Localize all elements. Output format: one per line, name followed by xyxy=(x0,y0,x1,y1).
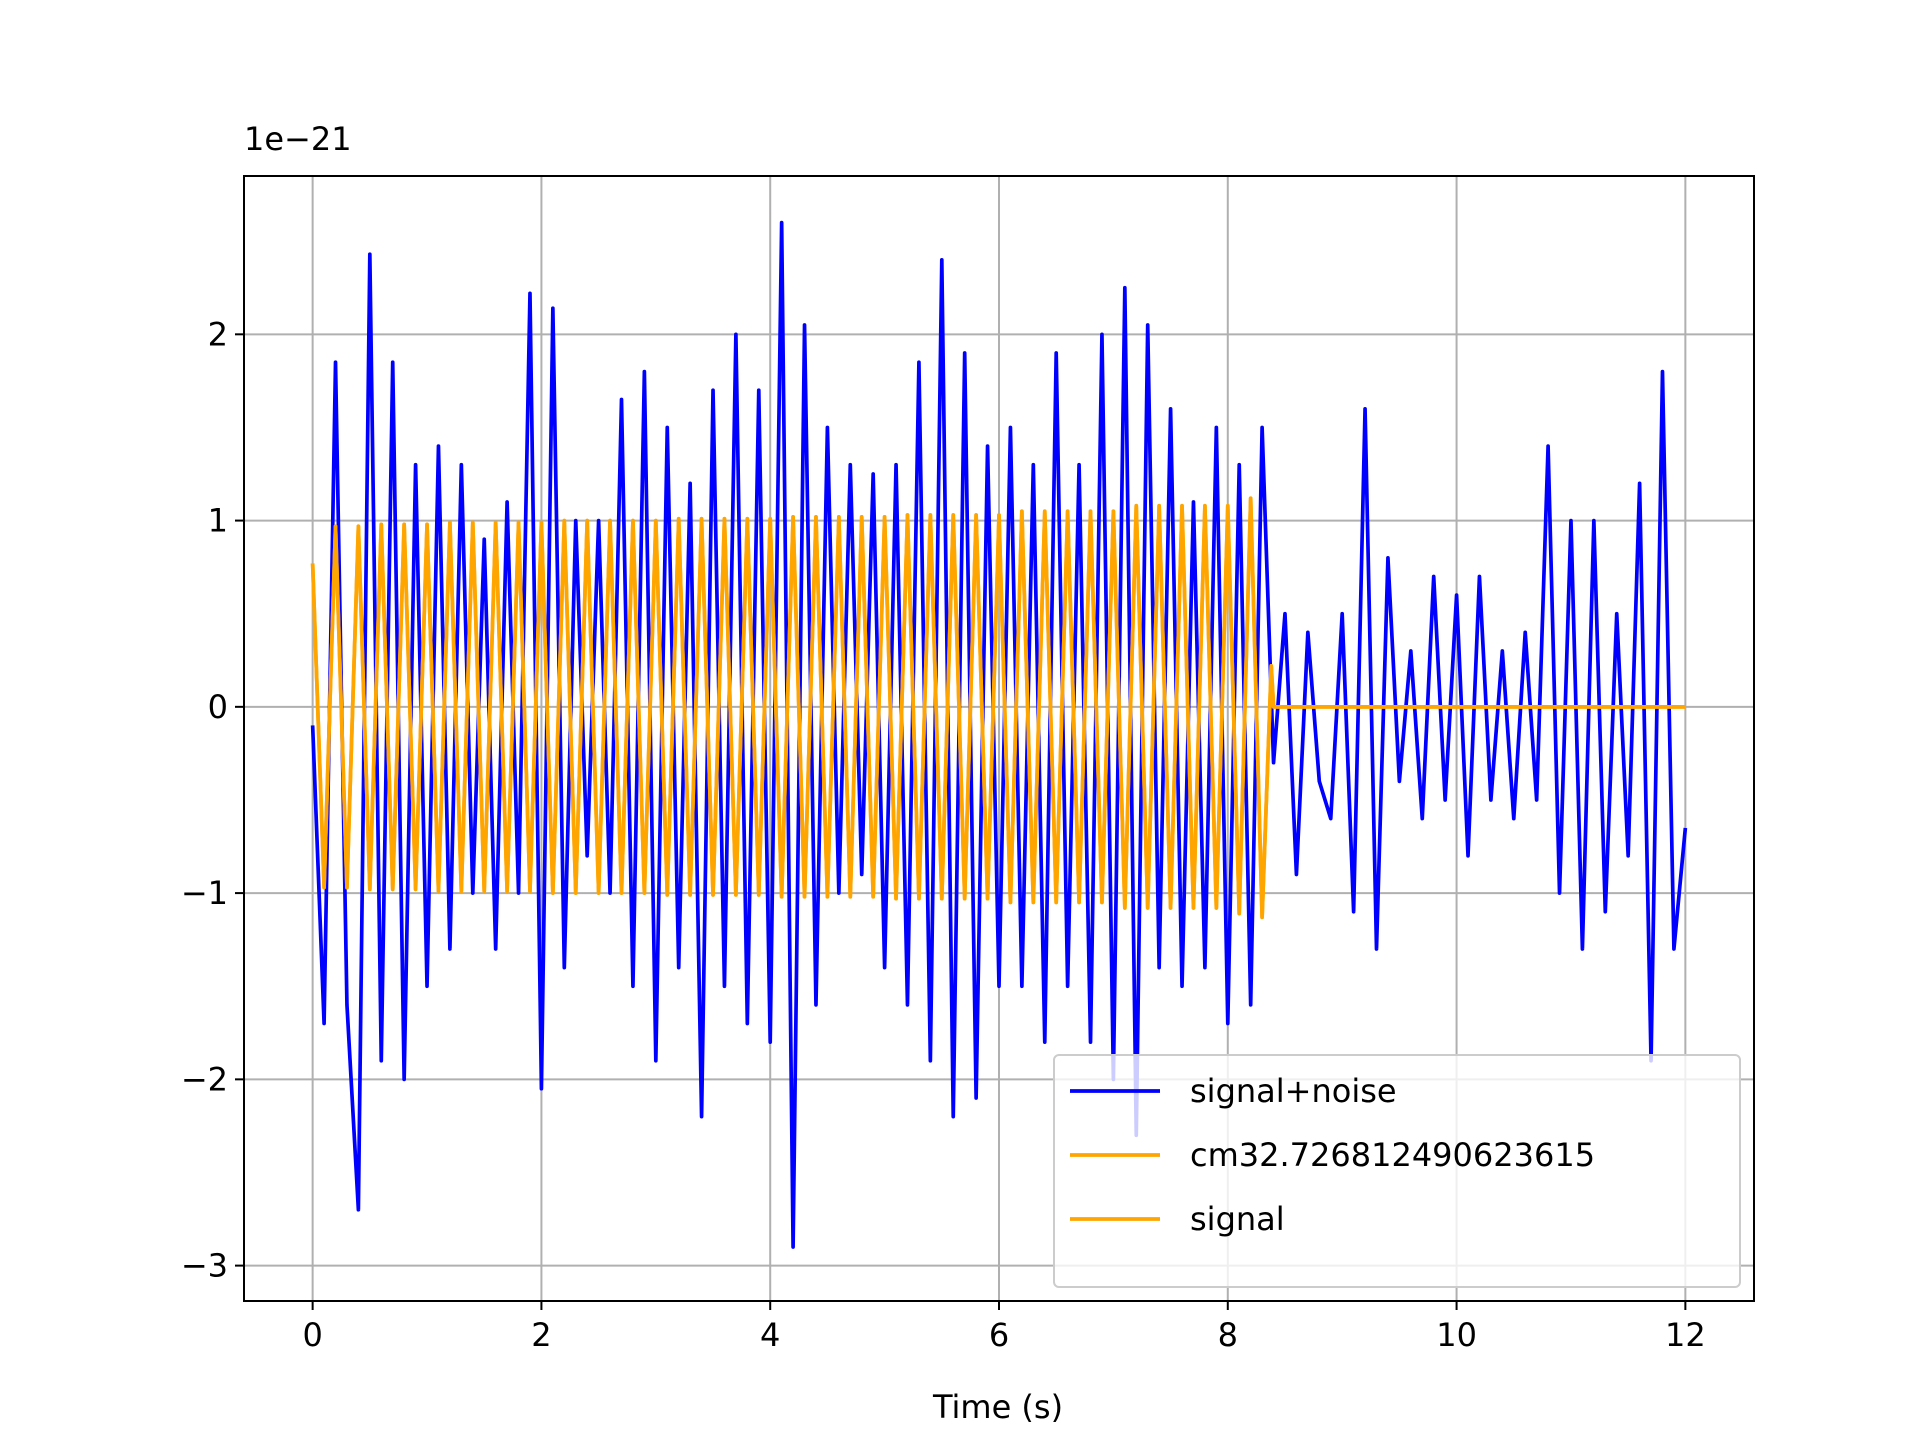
legend-box xyxy=(1053,1054,1741,1288)
legend-label: signal xyxy=(1190,1200,1285,1238)
y-tick-label: −2 xyxy=(181,1060,228,1098)
x-tick-label: 8 xyxy=(1218,1316,1238,1354)
x-axis-label: Time (s) xyxy=(932,1388,1063,1426)
legend: signal+noise cm32.726812490623615 signal xyxy=(1053,1054,1741,1288)
legend-label: cm32.726812490623615 xyxy=(1190,1136,1595,1174)
y-tick-label: −1 xyxy=(181,874,228,912)
y-tick-label: −3 xyxy=(181,1247,228,1285)
x-tick-label: 6 xyxy=(989,1316,1009,1354)
y-tick-label: 1 xyxy=(208,502,228,540)
y-tick-label: 0 xyxy=(208,688,228,726)
x-tick-label: 2 xyxy=(531,1316,551,1354)
series-line xyxy=(310,220,1688,1249)
x-tick-label: 10 xyxy=(1436,1316,1477,1354)
plot-lines xyxy=(310,220,1688,1249)
x-tick-label: 12 xyxy=(1665,1316,1706,1354)
x-tick-label: 0 xyxy=(302,1316,322,1354)
series-line xyxy=(310,496,1686,920)
offset-label: 1e−21 xyxy=(244,120,352,158)
x-tick-label: 4 xyxy=(760,1316,780,1354)
y-tick-label: 2 xyxy=(208,315,228,353)
legend-label: signal+noise xyxy=(1190,1072,1397,1110)
